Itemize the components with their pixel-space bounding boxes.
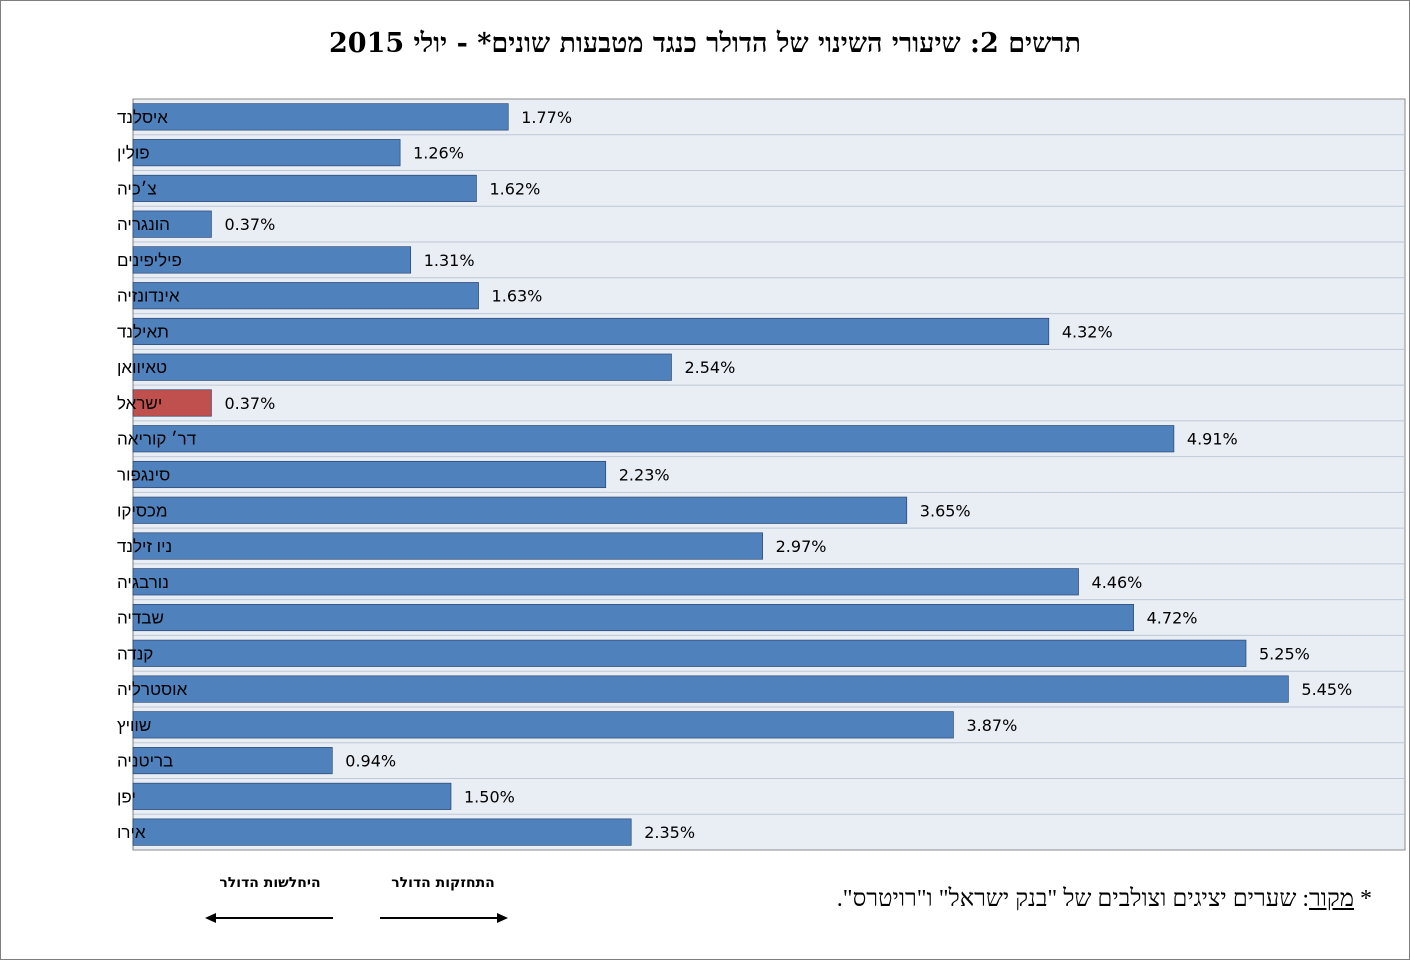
value-label: 0.37% bbox=[224, 394, 275, 413]
bar bbox=[132, 353, 672, 381]
value-label: 4.46% bbox=[1092, 573, 1143, 592]
category-label: פיליפינים bbox=[117, 251, 182, 270]
category-label: נורבגיה bbox=[117, 573, 169, 592]
value-label: 0.37% bbox=[224, 215, 275, 234]
bar bbox=[132, 568, 1079, 596]
value-label: 5.45% bbox=[1301, 680, 1352, 699]
source-asterisk: * bbox=[1360, 886, 1372, 912]
value-label: 4.72% bbox=[1147, 609, 1198, 628]
bar bbox=[132, 139, 401, 167]
value-label: 1.62% bbox=[489, 179, 540, 198]
bar bbox=[132, 317, 1050, 345]
bar bbox=[132, 174, 477, 202]
value-label: 1.26% bbox=[413, 144, 464, 163]
category-label: דר׳ קוריאה bbox=[117, 430, 196, 449]
category-label: בריטניה bbox=[117, 752, 173, 771]
category-label: יפן bbox=[117, 787, 136, 806]
bar bbox=[132, 604, 1134, 632]
bar bbox=[132, 782, 452, 810]
bar bbox=[132, 282, 479, 310]
category-label: פולין bbox=[117, 144, 150, 163]
legend: היחלשות הדולר התחזקות הדולר bbox=[200, 875, 530, 935]
bar bbox=[132, 532, 763, 560]
value-label: 2.35% bbox=[644, 823, 695, 842]
category-label: קנדה bbox=[117, 644, 153, 663]
arrow-left-icon bbox=[205, 913, 333, 923]
category-label: מכסיקו bbox=[117, 501, 168, 520]
chart-title: תרשים 2: שיעורי השינוי של הדולר כנגד מטב… bbox=[329, 28, 1081, 59]
bar bbox=[132, 818, 632, 846]
category-label: סינגפור bbox=[117, 466, 170, 485]
value-label: 2.54% bbox=[684, 358, 735, 377]
value-label: 0.94% bbox=[345, 752, 396, 771]
value-label: 1.50% bbox=[464, 787, 515, 806]
bar bbox=[132, 425, 1175, 453]
category-label: ישראל bbox=[117, 394, 162, 413]
category-label: איסלנד bbox=[117, 108, 168, 127]
source-text: : שערים יציגים וצולבים של "בנק ישראל" ו"… bbox=[836, 886, 1309, 912]
legend-strengthening-label: התחזקות הדולר bbox=[391, 875, 495, 891]
value-label: 2.97% bbox=[776, 537, 827, 556]
category-label: טאיוואן bbox=[117, 358, 167, 377]
value-label: 3.87% bbox=[966, 716, 1017, 735]
bar bbox=[132, 103, 509, 131]
bar bbox=[132, 246, 412, 274]
source-note: * מקור: שערים יציגים וצולבים של "בנק ישר… bbox=[837, 886, 1372, 913]
value-label: 1.77% bbox=[521, 108, 572, 127]
legend-strengthening: התחזקות הדולר bbox=[378, 875, 508, 923]
legend-weakening: היחלשות הדולר bbox=[205, 875, 335, 923]
bar bbox=[132, 675, 1289, 703]
category-label: אוסטרליה bbox=[117, 680, 188, 699]
value-label: 2.23% bbox=[619, 466, 670, 485]
value-label: 5.25% bbox=[1259, 644, 1310, 663]
value-label: 1.31% bbox=[424, 251, 475, 270]
bar-highlight-israel bbox=[132, 389, 212, 417]
category-label: תאילנד bbox=[117, 322, 169, 341]
value-label: 4.32% bbox=[1062, 322, 1113, 341]
value-label: 1.63% bbox=[492, 287, 543, 306]
bar bbox=[132, 711, 954, 739]
category-label: אינדונזיה bbox=[117, 287, 180, 306]
bar bbox=[132, 747, 333, 775]
category-label: צ׳כיה bbox=[117, 179, 157, 198]
category-label: ניו זילנד bbox=[117, 537, 172, 556]
bar bbox=[132, 460, 607, 489]
category-label: אירו bbox=[117, 823, 146, 842]
legend-weakening-label: היחלשות הדולר bbox=[219, 875, 321, 891]
plot-area: 1.77% איסלנד 1.26% פולין 1.62% צ׳כיה 0.37% הונג… bbox=[117, 98, 1406, 851]
bar bbox=[132, 639, 1247, 667]
category-label: הונגריה bbox=[117, 215, 170, 234]
value-label: 4.91% bbox=[1187, 430, 1238, 449]
category-label: שבדיה bbox=[117, 609, 164, 628]
bar bbox=[132, 496, 908, 524]
source-label: מקור bbox=[1309, 886, 1354, 912]
value-label: 3.65% bbox=[920, 501, 971, 520]
category-label: שוויץ bbox=[117, 716, 151, 735]
bar bbox=[132, 210, 212, 238]
arrow-right-icon bbox=[380, 913, 508, 923]
